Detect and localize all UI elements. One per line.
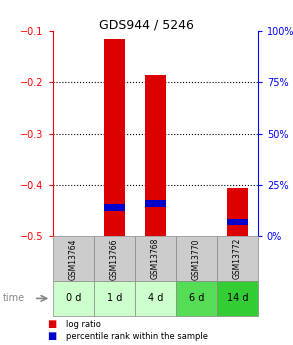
Bar xyxy=(104,204,125,211)
Bar xyxy=(104,39,125,239)
Text: GSM13764: GSM13764 xyxy=(69,238,78,279)
Text: GSM13770: GSM13770 xyxy=(192,238,201,279)
Text: 0 d: 0 d xyxy=(66,294,81,303)
Bar xyxy=(227,188,248,239)
Text: percentile rank within the sample: percentile rank within the sample xyxy=(66,332,208,341)
Text: time: time xyxy=(3,294,25,303)
Text: GSM13766: GSM13766 xyxy=(110,238,119,279)
Bar xyxy=(145,75,166,239)
Text: 6 d: 6 d xyxy=(189,294,204,303)
Text: GSM13768: GSM13768 xyxy=(151,238,160,279)
Text: ■: ■ xyxy=(47,332,56,341)
Text: ■: ■ xyxy=(47,319,56,329)
Text: 4 d: 4 d xyxy=(148,294,163,303)
Bar xyxy=(227,219,248,225)
Text: GDS944 / 5246: GDS944 / 5246 xyxy=(99,19,194,32)
Text: 14 d: 14 d xyxy=(226,294,248,303)
Bar xyxy=(145,200,166,207)
Text: log ratio: log ratio xyxy=(66,320,101,329)
Text: GSM13772: GSM13772 xyxy=(233,238,242,279)
Text: 1 d: 1 d xyxy=(107,294,122,303)
